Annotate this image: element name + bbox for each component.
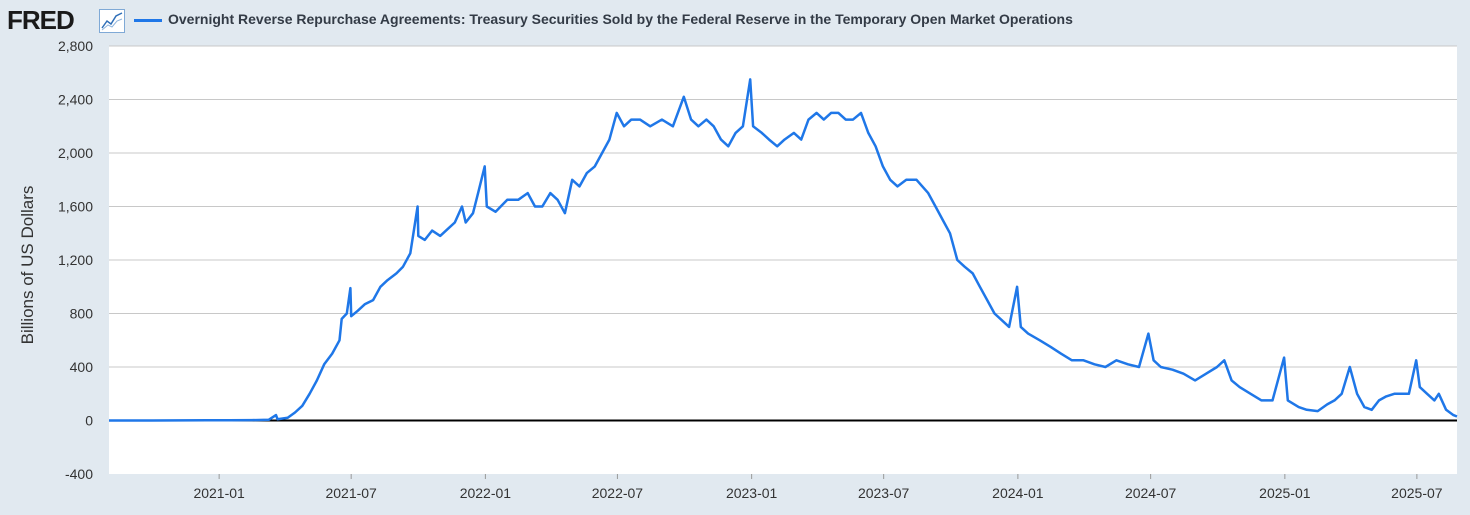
line-chart-icon bbox=[99, 9, 125, 33]
y-tick-label: 400 bbox=[70, 359, 94, 375]
y-axis: -400 0 400 800 1,200 1,600 2,000 2,400 2,800 bbox=[58, 38, 93, 482]
y-tick-label: 0 bbox=[85, 413, 93, 429]
x-tick-label: 2023-07 bbox=[858, 485, 910, 501]
x-tick-label: 2021-01 bbox=[193, 485, 245, 501]
series-line[interactable] bbox=[109, 78, 1458, 422]
y-tick-label: 1,600 bbox=[58, 199, 93, 215]
x-tick-label: 2024-01 bbox=[992, 485, 1044, 501]
y-tick-label: -400 bbox=[65, 466, 93, 482]
x-axis: 2021-01 2021-07 2022-01 2022-07 2023-01 2023-… bbox=[193, 474, 1443, 501]
y-tick-label: 2,400 bbox=[58, 92, 93, 108]
x-tick-label: 2025-07 bbox=[1391, 485, 1443, 501]
y-tick-label: 800 bbox=[70, 306, 94, 322]
x-tick-label: 2022-07 bbox=[592, 485, 644, 501]
series-layer bbox=[109, 78, 1458, 422]
x-tick-label: 2021-07 bbox=[325, 485, 377, 501]
legend-swatch bbox=[134, 19, 162, 22]
y-tick-label: 2,800 bbox=[58, 38, 93, 54]
fred-logo[interactable]: FRED bbox=[7, 5, 75, 35]
y-axis-title: Billions of US Dollars bbox=[18, 186, 37, 345]
y-tick-label: 1,200 bbox=[58, 252, 93, 268]
x-tick-label: 2023-01 bbox=[726, 485, 778, 501]
x-tick-label: 2025-01 bbox=[1259, 485, 1311, 501]
gridlines bbox=[109, 45, 1457, 422]
x-tick-label: 2022-01 bbox=[460, 485, 512, 501]
chart-header: FRED Overnight Reverse Repurchase Agreem… bbox=[0, 0, 1470, 40]
y-tick-label: 2,000 bbox=[58, 145, 93, 161]
chart-title: Overnight Reverse Repurchase Agreements:… bbox=[168, 11, 1073, 27]
x-tick-label: 2024-07 bbox=[1125, 485, 1177, 501]
